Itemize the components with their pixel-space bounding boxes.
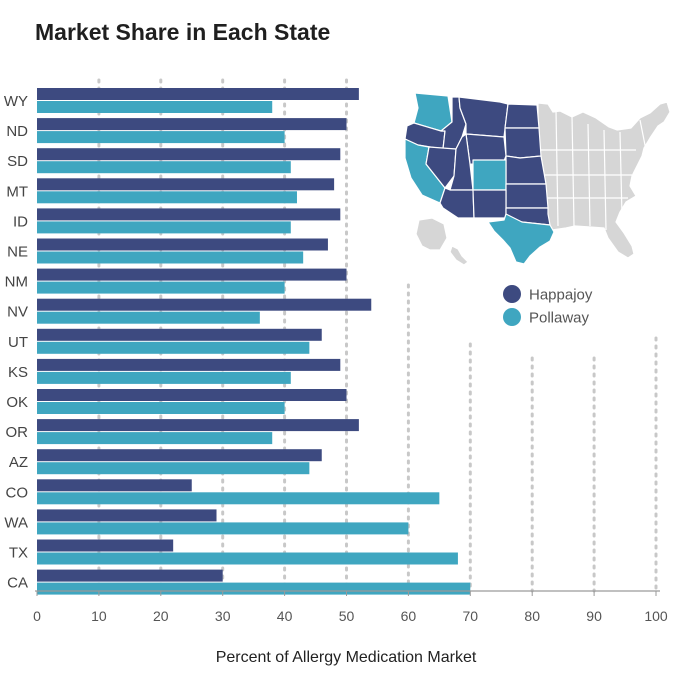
legend: Happajoy Pollaway (503, 285, 593, 327)
us-map (404, 92, 671, 266)
map-state-tx (487, 213, 555, 265)
map-state-nd (504, 103, 540, 129)
map-state-hi (449, 245, 469, 266)
bar-nv-happajoy (37, 298, 372, 311)
bar-tx-happajoy (37, 539, 174, 552)
map-base-states (415, 101, 671, 266)
x-tick-label-0: 0 (33, 608, 41, 624)
bar-ca-happajoy (37, 569, 223, 582)
state-label-sd: SD (7, 153, 28, 170)
legend-swatch-happajoy (503, 285, 521, 303)
bar-co-happajoy (37, 479, 192, 492)
x-axis-label: Percent of Allergy Medication Market (216, 649, 477, 666)
map-state-ak (415, 217, 448, 251)
x-tick-label-20: 20 (153, 608, 169, 624)
x-tick-label-60: 60 (401, 608, 417, 624)
map-state-az (439, 187, 475, 219)
bar-nm-happajoy (37, 268, 347, 281)
map-east-border-8 (639, 119, 647, 151)
state-label-nm: NM (5, 274, 28, 291)
bar-or-pollaway (37, 432, 273, 445)
bar-nm-pollaway (37, 281, 285, 294)
bar-ne-pollaway (37, 251, 304, 264)
state-label-az: AZ (9, 454, 28, 471)
x-tick-label-10: 10 (91, 608, 107, 624)
bar-ok-happajoy (37, 389, 347, 401)
bar-wy-pollaway (37, 101, 273, 113)
state-label-wy: WY (4, 93, 28, 110)
bar-wa-pollaway (37, 522, 409, 535)
state-labels: WY ND SD MT ID NE NM NV UT KS OK OR AZ CO WA TX CA (4, 93, 28, 592)
bar-az-pollaway (37, 462, 310, 475)
map-east-border-3 (603, 129, 607, 231)
bar-ok-pollaway (37, 402, 285, 414)
bar-nd-pollaway (37, 131, 285, 144)
map-state-sd (504, 127, 542, 159)
map-highlight-states (404, 92, 555, 265)
x-tick-label-50: 50 (339, 608, 355, 624)
x-tick-label-90: 90 (586, 608, 602, 624)
map-state-ne (505, 155, 547, 185)
map-state-ks (505, 183, 549, 209)
bar-or-happajoy (37, 419, 359, 432)
chart-title: Market Share in Each State (35, 19, 330, 45)
state-label-ut: UT (8, 334, 28, 351)
bar-wa-happajoy (37, 509, 217, 522)
bar-mt-pollaway (37, 191, 297, 204)
bar-wy-happajoy (37, 88, 359, 100)
state-label-wa: WA (4, 514, 28, 531)
state-label-ca: CA (7, 575, 28, 592)
bar-nd-happajoy (37, 118, 347, 131)
map-state-nm (472, 189, 507, 219)
map-state-co (472, 159, 507, 191)
x-tick-label-100: 100 (644, 608, 668, 624)
state-label-or: OR (6, 424, 29, 441)
x-tick-labels: 0 10 20 30 40 50 60 70 80 90 100 (33, 591, 668, 624)
bar-id-pollaway (37, 221, 291, 234)
map-east-border-1 (571, 115, 575, 227)
bar-mt-happajoy (37, 178, 335, 191)
state-label-ok: OK (6, 394, 28, 411)
state-label-mt: MT (6, 183, 28, 200)
bar-co-pollaway (37, 492, 440, 505)
state-label-ne: NE (7, 244, 28, 261)
bar-tx-pollaway (37, 552, 458, 565)
state-label-ks: KS (8, 364, 28, 381)
bar-ut-pollaway (37, 341, 310, 354)
state-label-id: ID (13, 213, 28, 230)
map-east-border-0 (555, 109, 559, 227)
bar-ut-happajoy (37, 328, 322, 341)
legend-label-happajoy: Happajoy (529, 287, 593, 304)
legend-label-pollaway: Pollaway (529, 310, 590, 327)
state-label-tx: TX (9, 545, 28, 562)
map-state-mt (458, 96, 509, 138)
map-state-nv (425, 146, 457, 189)
state-label-nd: ND (6, 123, 28, 140)
map-state-east (537, 101, 671, 259)
x-tick-label-30: 30 (215, 608, 231, 624)
map-east-border-4 (619, 131, 623, 217)
bars (37, 88, 471, 595)
map-state-ut (449, 133, 474, 191)
x-tick-label-80: 80 (524, 608, 540, 624)
bar-nv-pollaway (37, 311, 260, 324)
bar-ks-happajoy (37, 358, 341, 371)
bar-ks-pollaway (37, 371, 291, 384)
state-label-co: CO (6, 484, 29, 501)
x-tick-label-70: 70 (463, 608, 479, 624)
bar-id-happajoy (37, 208, 341, 221)
bar-sd-pollaway (37, 161, 291, 174)
x-tick-label-40: 40 (277, 608, 293, 624)
bar-az-happajoy (37, 449, 322, 462)
state-label-nv: NV (7, 304, 28, 321)
bar-ca-pollaway (37, 582, 471, 595)
bar-sd-happajoy (37, 148, 341, 161)
bar-ne-happajoy (37, 238, 328, 251)
legend-swatch-pollaway (503, 308, 521, 326)
